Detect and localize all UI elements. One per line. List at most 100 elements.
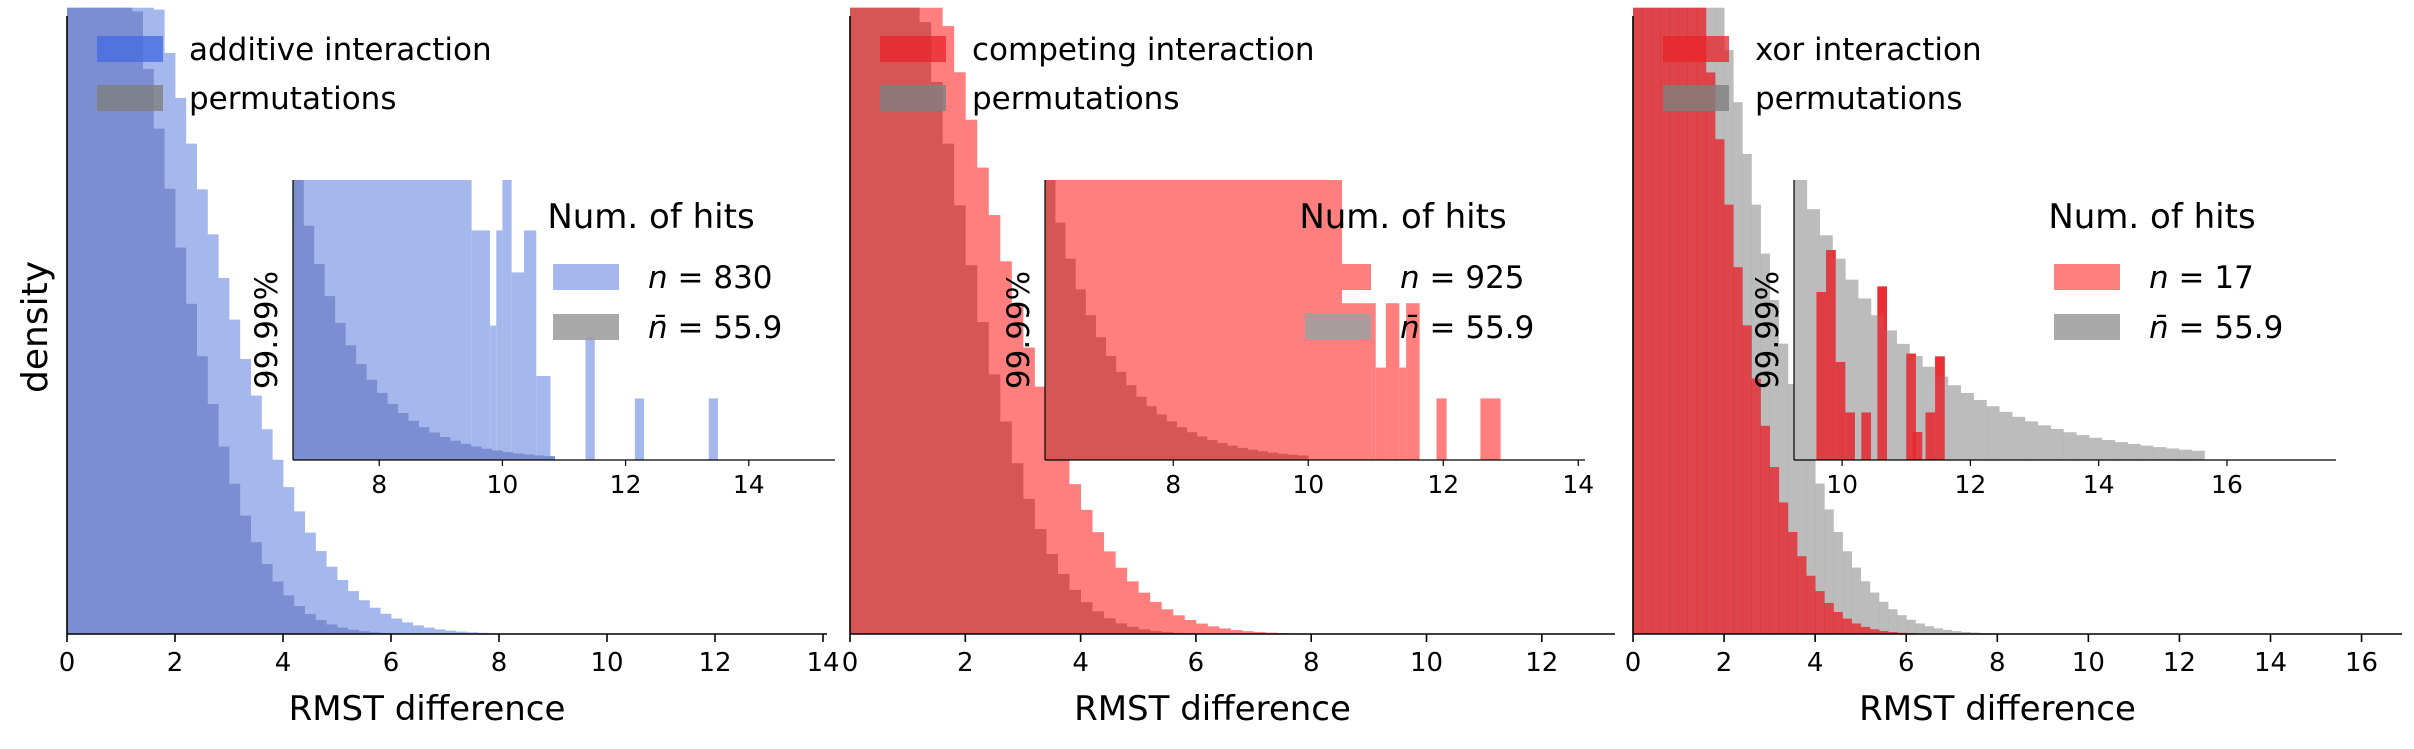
hits-nbar-value: 55.9 — [2214, 310, 2283, 346]
y-axis-label: density — [15, 261, 56, 393]
inset-permutation-bar — [2166, 448, 2180, 460]
observed-bar — [1651, 7, 1661, 635]
observed-bar — [1760, 425, 1771, 634]
inset-observed-bar — [490, 325, 497, 460]
legend-swatch-permutations — [97, 85, 163, 111]
observed-bar — [1796, 556, 1807, 634]
observed-bar — [1218, 628, 1231, 634]
observed-bar — [229, 319, 241, 634]
inset-permutation-bar — [324, 296, 336, 460]
hits-nbar-symbol: n̄ — [2149, 310, 2169, 346]
hits-n-label: n = 17 — [2149, 260, 2254, 296]
permutation-bar — [250, 542, 262, 634]
inset-permutation-bar — [1075, 289, 1086, 460]
hits-n-symbol: n — [1400, 260, 1420, 296]
x-axis-label: RMST difference — [289, 689, 566, 729]
inset-permutation-bar — [334, 322, 346, 460]
legend-swatch-observed — [97, 36, 163, 62]
inset-permutation-bar — [387, 403, 399, 460]
inset-permutation-bar — [1146, 406, 1157, 460]
observed-bar — [1242, 631, 1254, 634]
x-tick-label: 12 — [2163, 648, 2196, 678]
inset-permutation-bar — [1207, 440, 1218, 460]
x-tick-label: 10 — [2072, 648, 2105, 678]
inset-permutation-bar — [1085, 315, 1096, 460]
observed-bar — [1253, 632, 1266, 634]
inset-permutation-bar — [502, 452, 514, 460]
permutation-bar — [919, 22, 932, 634]
inset-permutation-bar — [1105, 355, 1117, 460]
x-tick-label: 6 — [383, 648, 400, 678]
hits-swatch-permutations — [2054, 314, 2120, 340]
inset-permutation-bar — [2153, 447, 2167, 460]
permutation-bar — [1787, 383, 1798, 634]
observed-bar — [1161, 609, 1174, 634]
permutation-bar — [337, 627, 349, 634]
inset-x-tick-label: 10 — [1292, 470, 1324, 499]
permutation-bar — [121, 7, 133, 635]
hits-nbar-label: n̄ = 55.9 — [2149, 310, 2283, 346]
inset-permutation-bar — [2050, 428, 2064, 460]
legend-label-permutations: permutations — [1755, 81, 1962, 117]
permutation-bar — [1960, 631, 1971, 634]
observed-bar — [423, 627, 435, 634]
permutation-bar — [131, 11, 143, 634]
inset-permutation-bar — [1947, 385, 1962, 460]
inset-permutation-bar — [1986, 406, 2000, 460]
inset-observed-bar — [1835, 362, 1846, 460]
permutation-bar — [1057, 574, 1070, 634]
observed-bar — [1126, 581, 1139, 634]
observed-bar — [1833, 611, 1843, 634]
panel-competing: 0 2 4 6 8 10 12 RMST difference competing intera… — [842, 7, 1615, 729]
permutation-bar — [1138, 629, 1151, 634]
inset-permutation-bar — [491, 450, 503, 460]
inset-permutation-bar — [1288, 454, 1299, 460]
inset-observed-bar — [1816, 292, 1827, 460]
inset-permutation-bar — [544, 456, 556, 460]
permutation-bar — [326, 624, 338, 634]
inset-permutation-bar — [1883, 330, 1897, 460]
inset-observed-bar — [1406, 303, 1420, 460]
hits-n-symbol: n — [2149, 260, 2169, 296]
permutation-bar — [293, 606, 305, 634]
x-tick-label: 16 — [2345, 648, 2378, 678]
x-tick-label: 10 — [1410, 648, 1443, 678]
inset-observed-bar — [634, 398, 645, 460]
hits-nbar-value: 55.9 — [713, 310, 782, 346]
observed-bar — [1092, 532, 1105, 634]
permutation-bar — [1034, 529, 1047, 634]
observed-bar — [369, 607, 381, 634]
observed-bar — [1778, 502, 1789, 634]
observed-bar — [1751, 378, 1761, 634]
hits-n-symbol: n — [648, 260, 668, 296]
x-tick-label: 8 — [491, 648, 508, 678]
permutation-bar — [1897, 615, 1907, 634]
observed-bar — [1806, 575, 1816, 634]
observed-bar — [293, 511, 305, 634]
permutation-bar — [1115, 623, 1128, 634]
inset-observed-bar — [1877, 286, 1888, 460]
inset-permutation-bar — [2114, 442, 2128, 460]
observed-bar — [1815, 591, 1825, 634]
legend: competing interaction permutations — [880, 32, 1315, 117]
hits-n-value: 830 — [713, 260, 772, 296]
permutation-bar — [873, 7, 885, 635]
permutation-histogram — [850, 7, 1197, 635]
x-tick-label: 4 — [1807, 648, 1824, 678]
inset-observed-bar — [1925, 412, 1936, 460]
permutation-bar — [315, 620, 327, 634]
observed-bar — [445, 630, 457, 634]
hits-n-equals: = — [668, 260, 714, 296]
panel-additive: 0 2 4 6 8 10 12 14 RMST difference additive inter… — [59, 7, 840, 729]
observed-bar — [1207, 626, 1220, 634]
permutation-bar — [88, 7, 100, 635]
permutation-bar — [1869, 592, 1880, 634]
observed-bar — [412, 625, 424, 634]
x-tick-label: 6 — [1188, 648, 1205, 678]
observed-bar — [1633, 7, 1643, 635]
inset-permutation-bar — [355, 364, 367, 460]
permutation-bar — [884, 7, 897, 635]
x-tick-label: 12 — [1525, 648, 1558, 678]
inset-permutation-bar — [1065, 258, 1076, 460]
inset-permutation-bar — [1247, 449, 1258, 460]
